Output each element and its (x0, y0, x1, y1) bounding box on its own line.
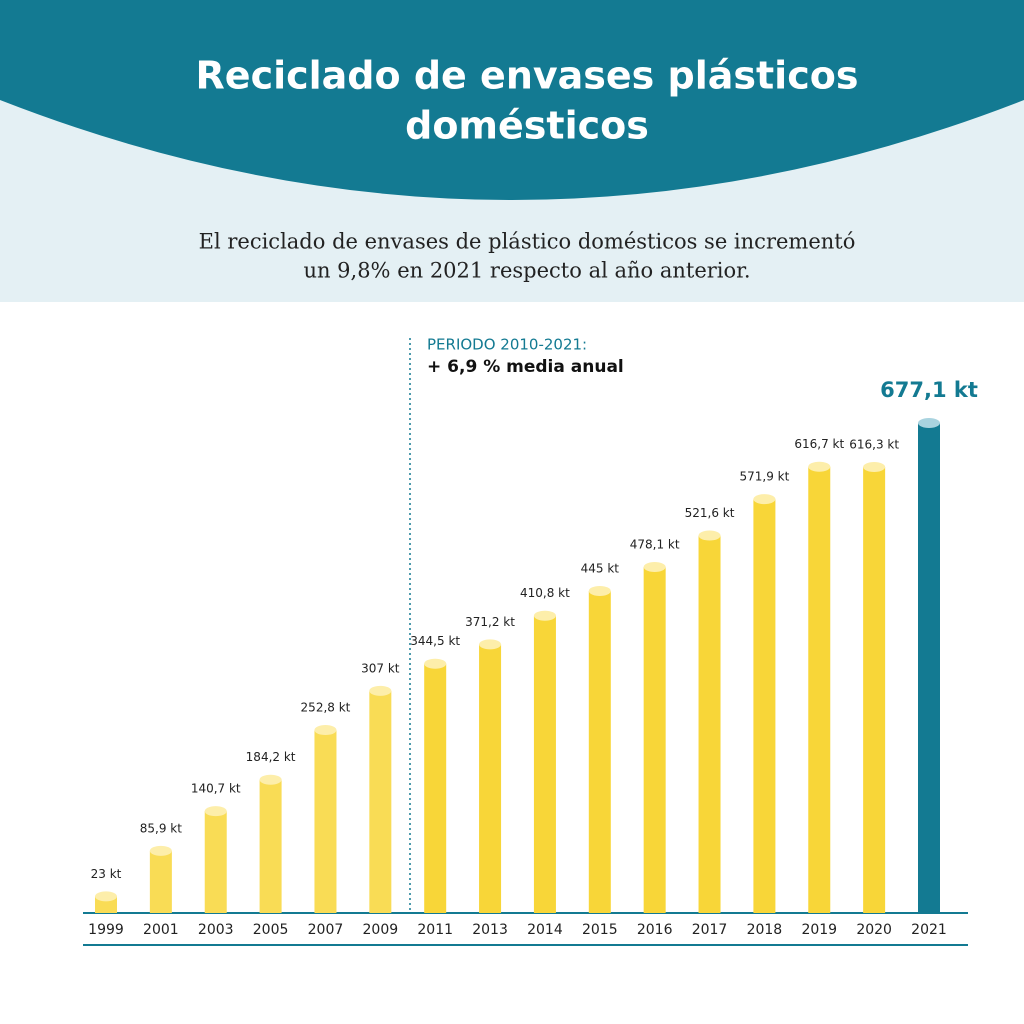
x-tick-label: 2018 (747, 922, 783, 938)
value-label: 252,8 kt (301, 701, 351, 715)
x-tick-label: 2017 (692, 922, 728, 938)
value-label: 445 kt (581, 561, 620, 575)
bar-cap (588, 585, 611, 596)
bar-cap (149, 845, 172, 856)
value-label: 571,9 kt (739, 470, 789, 484)
bar (918, 423, 940, 913)
subtitle: un 9,8% en 2021 respecto al año anterior… (303, 259, 750, 283)
bar-cap (424, 658, 447, 669)
x-tick-label: 2003 (198, 922, 234, 938)
bar (698, 535, 721, 913)
bar (204, 811, 227, 913)
value-label: 410,8 kt (520, 586, 570, 600)
x-tick-label: 2007 (308, 922, 344, 938)
bar-cap (95, 891, 117, 902)
value-label: 184,2 kt (246, 750, 296, 764)
bar (424, 663, 447, 913)
value-label: 23 kt (91, 867, 122, 881)
value-label: 478,1 kt (630, 538, 680, 552)
value-label: 344,5 kt (410, 634, 460, 648)
bar (314, 730, 337, 913)
bar (643, 567, 666, 913)
bar (479, 644, 502, 913)
x-tick-label: 2001 (143, 922, 179, 938)
value-label: 521,6 kt (685, 506, 735, 520)
bar (259, 779, 282, 913)
bar-cap (204, 806, 227, 817)
bar-cap (259, 774, 282, 785)
annotation: + 6,9 % media anual (427, 357, 624, 377)
value-label: 677,1 kt (880, 378, 978, 402)
x-tick-label: 2020 (856, 922, 892, 938)
x-tick-label: 2015 (582, 922, 618, 938)
bar (369, 690, 392, 913)
x-tick-label: 2009 (363, 922, 399, 938)
bar-cap (314, 725, 337, 736)
value-label: 616,7 kt (794, 437, 844, 451)
bar (863, 466, 886, 913)
title: domésticos (405, 104, 649, 148)
bar-cap (479, 639, 502, 650)
x-tick-label: 2019 (801, 922, 837, 938)
value-label: 140,7 kt (191, 782, 241, 796)
bar-cap (533, 610, 556, 621)
bar-cap (808, 461, 831, 472)
bar (149, 850, 172, 913)
bar (588, 590, 611, 913)
x-tick-label: 2021 (911, 922, 947, 938)
bar (808, 466, 831, 913)
bar-cap (643, 562, 666, 573)
header-band (0, 0, 1024, 200)
x-tick-label: 2013 (472, 922, 508, 938)
subtitle: El reciclado de envases de plástico domé… (199, 230, 856, 254)
value-label: 85,9 kt (140, 821, 182, 835)
bar-cap (753, 494, 776, 505)
value-label: 616,3 kt (849, 437, 899, 451)
bar (753, 499, 776, 913)
x-tick-label: 1999 (88, 922, 124, 938)
bar-cap (863, 461, 886, 472)
x-tick-label: 2016 (637, 922, 673, 938)
bar (533, 615, 556, 913)
x-tick-label: 2014 (527, 922, 563, 938)
annotation: PERIODO 2010-2021: (427, 336, 587, 354)
title: Reciclado de envases plásticos (196, 54, 859, 98)
bar-cap (369, 685, 392, 696)
x-tick-label: 2011 (417, 922, 453, 938)
value-label: 307 kt (361, 661, 400, 675)
x-tick-label: 2005 (253, 922, 289, 938)
bar-cap (698, 530, 721, 541)
value-label: 371,2 kt (465, 615, 515, 629)
bar-cap (918, 418, 940, 428)
